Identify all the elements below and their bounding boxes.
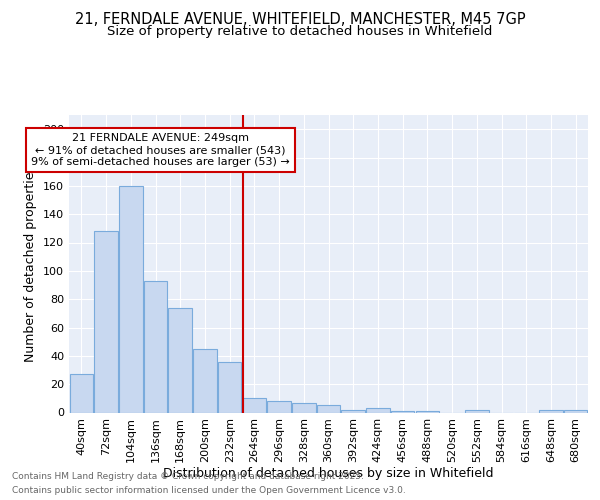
Bar — [366, 408, 389, 412]
Y-axis label: Number of detached properties: Number of detached properties — [25, 165, 37, 362]
Bar — [391, 411, 415, 412]
Bar — [465, 410, 488, 412]
Bar — [169, 308, 192, 412]
Bar — [292, 402, 316, 412]
Bar — [341, 410, 365, 412]
Bar — [94, 231, 118, 412]
Bar — [242, 398, 266, 412]
Bar — [119, 186, 143, 412]
Bar — [268, 401, 291, 412]
Bar — [218, 362, 241, 412]
Bar — [70, 374, 93, 412]
Text: Contains HM Land Registry data © Crown copyright and database right 2025.: Contains HM Land Registry data © Crown c… — [12, 472, 364, 481]
Bar — [416, 411, 439, 412]
Text: Contains public sector information licensed under the Open Government Licence v3: Contains public sector information licen… — [12, 486, 406, 495]
X-axis label: Distribution of detached houses by size in Whitefield: Distribution of detached houses by size … — [163, 466, 494, 479]
Bar — [564, 410, 587, 412]
Text: 21 FERNDALE AVENUE: 249sqm
← 91% of detached houses are smaller (543)
9% of semi: 21 FERNDALE AVENUE: 249sqm ← 91% of deta… — [31, 134, 290, 166]
Text: 21, FERNDALE AVENUE, WHITEFIELD, MANCHESTER, M45 7GP: 21, FERNDALE AVENUE, WHITEFIELD, MANCHES… — [74, 12, 526, 28]
Bar — [539, 410, 563, 412]
Bar — [317, 406, 340, 412]
Text: Size of property relative to detached houses in Whitefield: Size of property relative to detached ho… — [107, 25, 493, 38]
Bar — [193, 349, 217, 412]
Bar — [144, 281, 167, 412]
